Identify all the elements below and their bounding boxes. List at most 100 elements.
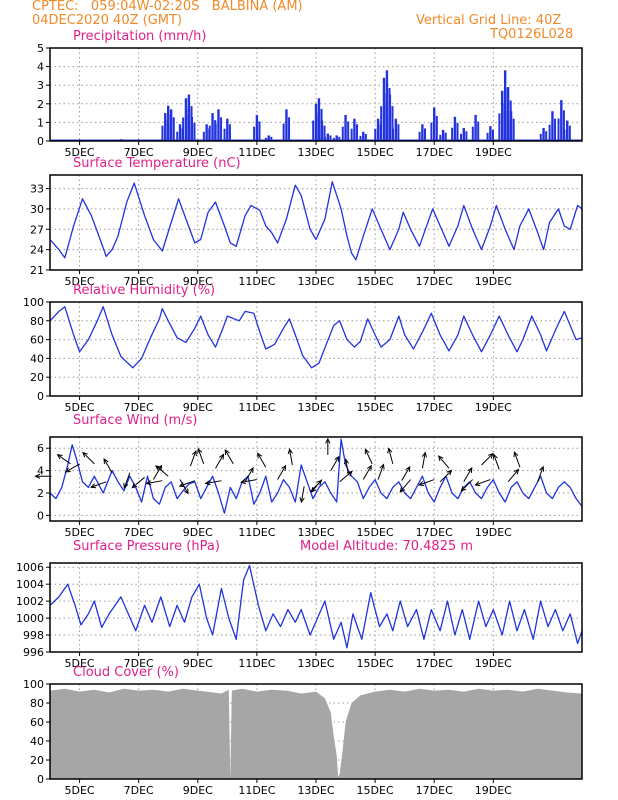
y-tick-label: 40 (30, 352, 44, 365)
wind-arrow (146, 480, 163, 484)
wind-arrow (377, 464, 385, 480)
wind-arrow-head (513, 468, 520, 475)
y-tick-label: 3 (37, 79, 44, 92)
wind-arrow-head (325, 437, 331, 444)
wind-arrow (215, 454, 224, 469)
precip-bar (190, 116, 194, 141)
precip-bar (161, 125, 164, 141)
x-tick-label: 15DEC (357, 526, 394, 539)
precip-bar (504, 111, 507, 141)
y-tick-label: 0 (37, 135, 44, 148)
wind-arrow (90, 481, 107, 488)
precip-bar (188, 127, 191, 141)
y-tick-label: 33 (30, 183, 44, 196)
x-tick-label: 11DEC (238, 784, 275, 797)
x-tick-label: 19DEC (475, 657, 512, 670)
x-tick-label: 15DEC (357, 657, 394, 670)
wind-arrow-head (379, 463, 385, 470)
wind-arrow (401, 466, 411, 481)
wind-arrow-head (405, 465, 411, 472)
wind-arrow (289, 449, 293, 466)
wind-arrow-head (437, 455, 444, 462)
wind-arrow (419, 479, 435, 486)
panel-3: 0 20 40 60 80 100 5DEC 7DEC 9DEC 11DEC 13DEC 15DEC 1… (23, 283, 583, 414)
wind-arrow (475, 479, 491, 486)
wind-arrow (388, 448, 394, 465)
wind-arrow-head (183, 488, 189, 495)
precip-bar (509, 111, 513, 141)
x-tick-label: 17DEC (416, 146, 453, 159)
wind-arrow (241, 479, 257, 483)
precip-bar (501, 102, 504, 141)
wind-arrow (189, 450, 197, 467)
wind-arrow-head (281, 464, 287, 471)
x-tick-label: 11DEC (238, 526, 275, 539)
x-tick-label: 5DEC (65, 401, 95, 414)
wind-arrow (364, 449, 373, 465)
wind-arrow-head (178, 482, 185, 488)
grid-note: Vertical Grid Line: 40Z (416, 13, 562, 28)
precip-bar (391, 106, 394, 141)
wind-arrow-head (155, 465, 161, 471)
y-tick-label: 0 (37, 773, 44, 786)
precip-bar (187, 94, 191, 141)
precip-bar (320, 120, 324, 141)
wind-arrow-head (287, 448, 293, 455)
precip-bar (385, 70, 389, 141)
precip-bar (335, 135, 338, 141)
y-tick-label: 100 (23, 296, 44, 309)
precip-bar (285, 109, 288, 141)
wind-arrow (507, 469, 519, 483)
wind-arrow (481, 453, 494, 466)
y-tick-label: 30 (30, 203, 44, 216)
precip-bar (312, 120, 315, 141)
x-tick-label: 17DEC (416, 784, 453, 797)
x-tick-label: 19DEC (475, 401, 512, 414)
wind-arrow (439, 470, 452, 483)
wind-arrow (300, 486, 305, 503)
y-tick-label: 20 (30, 754, 44, 767)
y-tick-label: 6 (37, 442, 44, 455)
y-tick-label: 998 (23, 629, 44, 642)
precip-bar (317, 98, 321, 141)
y-tick-label: 100 (23, 678, 44, 691)
wind-arrow (155, 465, 169, 477)
precip-bar (560, 100, 563, 141)
precip-bar (506, 87, 510, 141)
wind-arrow (65, 463, 80, 473)
precip-bar (167, 123, 170, 141)
y-tick-label: 0 (37, 390, 44, 403)
precip-bar (169, 109, 173, 141)
precip-bar (503, 70, 507, 141)
x-tick-label: 5DEC (65, 526, 95, 539)
x-tick-label: 19DEC (475, 146, 512, 159)
y-tick-label: 2 (37, 98, 44, 111)
wind-arrow-head (224, 449, 230, 456)
y-tick-label: 80 (30, 697, 44, 710)
wind-arrow (277, 465, 287, 480)
precip-bar (167, 105, 170, 141)
precip-bar (374, 128, 377, 141)
wind-arrow-head (418, 481, 425, 487)
wind-arrow (493, 454, 500, 470)
precip-bar (356, 124, 359, 141)
wind-arrow (421, 452, 426, 469)
precip-bar (557, 118, 560, 141)
wind-arrow (330, 456, 340, 471)
panel-5: 996 998 1000 1002 1004 1006 5DEC 7DEC 9DEC 11DEC 1… (16, 539, 583, 670)
precip-bar (489, 126, 492, 141)
y-tick-label: 4 (37, 61, 44, 74)
y-tick-label: 21 (30, 264, 44, 277)
panel-title: Surface Wind (m/s) (73, 413, 197, 428)
precip-bar (380, 106, 383, 141)
precip-bar (217, 109, 220, 141)
x-tick-label: 9DEC (183, 657, 213, 670)
x-tick-label: 15DEC (357, 275, 394, 288)
wind-arrow (197, 448, 205, 465)
y-tick-label: 80 (30, 315, 44, 328)
wind-arrow-head (248, 466, 254, 473)
wind-arrow-head (446, 469, 453, 476)
wind-arrow-head (487, 452, 494, 459)
x-tick-label: 13DEC (297, 784, 334, 797)
